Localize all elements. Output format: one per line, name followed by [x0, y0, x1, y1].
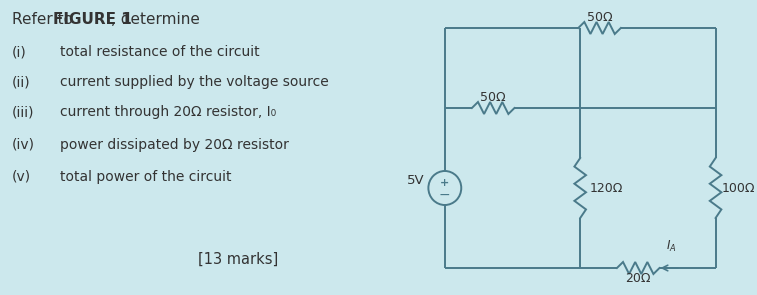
Text: [13 marks]: [13 marks]	[198, 252, 279, 267]
Text: 20Ω: 20Ω	[625, 272, 651, 285]
Text: total resistance of the circuit: total resistance of the circuit	[60, 45, 260, 59]
Text: 50Ω: 50Ω	[587, 11, 612, 24]
Text: (i): (i)	[11, 45, 26, 59]
Text: Refer to: Refer to	[11, 12, 77, 27]
Text: −: −	[439, 188, 450, 202]
Text: power dissipated by 20Ω resistor: power dissipated by 20Ω resistor	[60, 138, 289, 152]
Text: current supplied by the voltage source: current supplied by the voltage source	[60, 75, 329, 89]
Text: (v): (v)	[11, 170, 31, 184]
Text: FIGURE 1: FIGURE 1	[53, 12, 132, 27]
Text: 120Ω: 120Ω	[590, 181, 623, 194]
Text: (ii): (ii)	[11, 75, 30, 89]
Text: , determine: , determine	[111, 12, 200, 27]
Text: (iii): (iii)	[11, 105, 34, 119]
Text: +: +	[441, 178, 450, 188]
Text: 100Ω: 100Ω	[721, 181, 755, 194]
Text: 50Ω: 50Ω	[481, 91, 506, 104]
Text: $I_A$: $I_A$	[666, 239, 676, 254]
Text: total power of the circuit: total power of the circuit	[60, 170, 232, 184]
Text: current through 20Ω resistor, I₀: current through 20Ω resistor, I₀	[60, 105, 276, 119]
Text: 5V: 5V	[407, 173, 425, 186]
Text: (iv): (iv)	[11, 138, 35, 152]
